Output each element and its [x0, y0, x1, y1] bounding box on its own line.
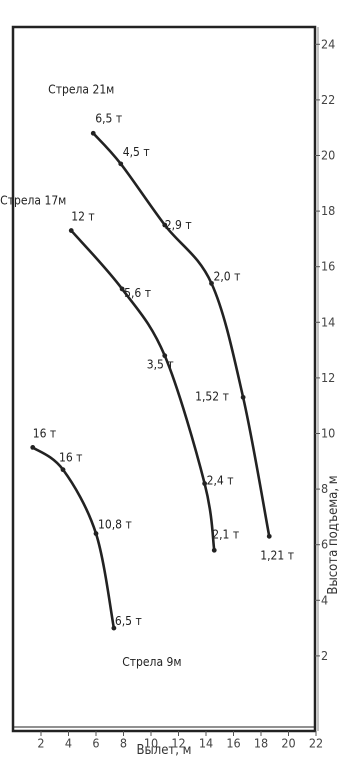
data-label: 1,21 т	[260, 548, 294, 562]
series-name-label: Стрела 21м	[48, 82, 114, 96]
x-tick-label: 8	[120, 736, 127, 751]
data-label: 2,0 т	[214, 269, 241, 283]
data-label: 2,1 т	[212, 527, 239, 541]
y-tick-label: 18	[321, 203, 335, 218]
x-tick-label: 12	[171, 736, 185, 751]
y-tick-label: 4	[321, 592, 328, 607]
data-label: 2,4 т	[207, 474, 234, 488]
series-line	[91, 131, 271, 538]
series-line	[31, 446, 116, 630]
x-tick-label: 20	[281, 736, 295, 751]
data-label: 4,5 т	[123, 145, 150, 159]
data-label: 3,5 т	[147, 358, 174, 372]
y-tick-label: 6	[321, 537, 328, 552]
data-label: 16 т	[59, 451, 82, 465]
data-label: 6,5 т	[115, 614, 142, 628]
data-point	[90, 130, 96, 136]
series-name-label: Стрела 9м	[122, 655, 181, 669]
data-label: 2,9 т	[165, 218, 192, 232]
x-tick-label: 6	[92, 736, 99, 751]
data-point	[68, 228, 74, 233]
data-point	[60, 467, 66, 473]
x-tick-label: 22	[309, 736, 323, 751]
data-label: 12 т	[71, 210, 94, 224]
data-point	[118, 161, 124, 167]
y-tick-label: 10	[321, 426, 335, 441]
plot-frame	[11, 25, 317, 733]
data-point	[202, 481, 208, 486]
series-name-label: Стрела 17м	[0, 194, 66, 208]
x-tick-label: 18	[254, 736, 268, 751]
data-point	[240, 394, 246, 400]
y-tick-label: 24	[321, 36, 335, 51]
data-point	[211, 547, 217, 553]
x-tick-label: 2	[37, 736, 44, 751]
series-line	[69, 229, 216, 552]
y-tick-label: 16	[321, 259, 335, 274]
data-label: 6,5 т	[95, 111, 122, 125]
x-tick-label: 16	[226, 736, 240, 751]
data-point	[162, 353, 168, 359]
data-point	[209, 280, 214, 286]
data-point	[162, 222, 168, 228]
x-tick-label: 10	[144, 736, 158, 751]
y-tick-label: 2	[321, 648, 328, 663]
y-tick-label: 8	[321, 481, 328, 496]
data-label: 1,52 т	[195, 389, 229, 403]
x-tick-label: 4	[65, 736, 72, 751]
y-tick-label: 22	[321, 92, 335, 107]
data-label: 10,8 т	[98, 518, 132, 532]
y-tick-label: 12	[321, 370, 335, 385]
data-label: 16 т	[33, 426, 56, 440]
data-point	[111, 625, 117, 631]
data-point	[93, 531, 99, 536]
y-tick-label: 14	[321, 314, 335, 329]
x-tick-label: 14	[199, 736, 213, 751]
x-axis-title: Вылет, м	[137, 743, 192, 758]
data-label: 5,6 т	[124, 286, 151, 300]
data-point	[30, 445, 36, 450]
y-axis-title: Высота подъема, м	[326, 475, 341, 594]
data-point	[119, 286, 125, 292]
data-point	[266, 533, 272, 539]
y-tick-label: 20	[321, 148, 335, 163]
